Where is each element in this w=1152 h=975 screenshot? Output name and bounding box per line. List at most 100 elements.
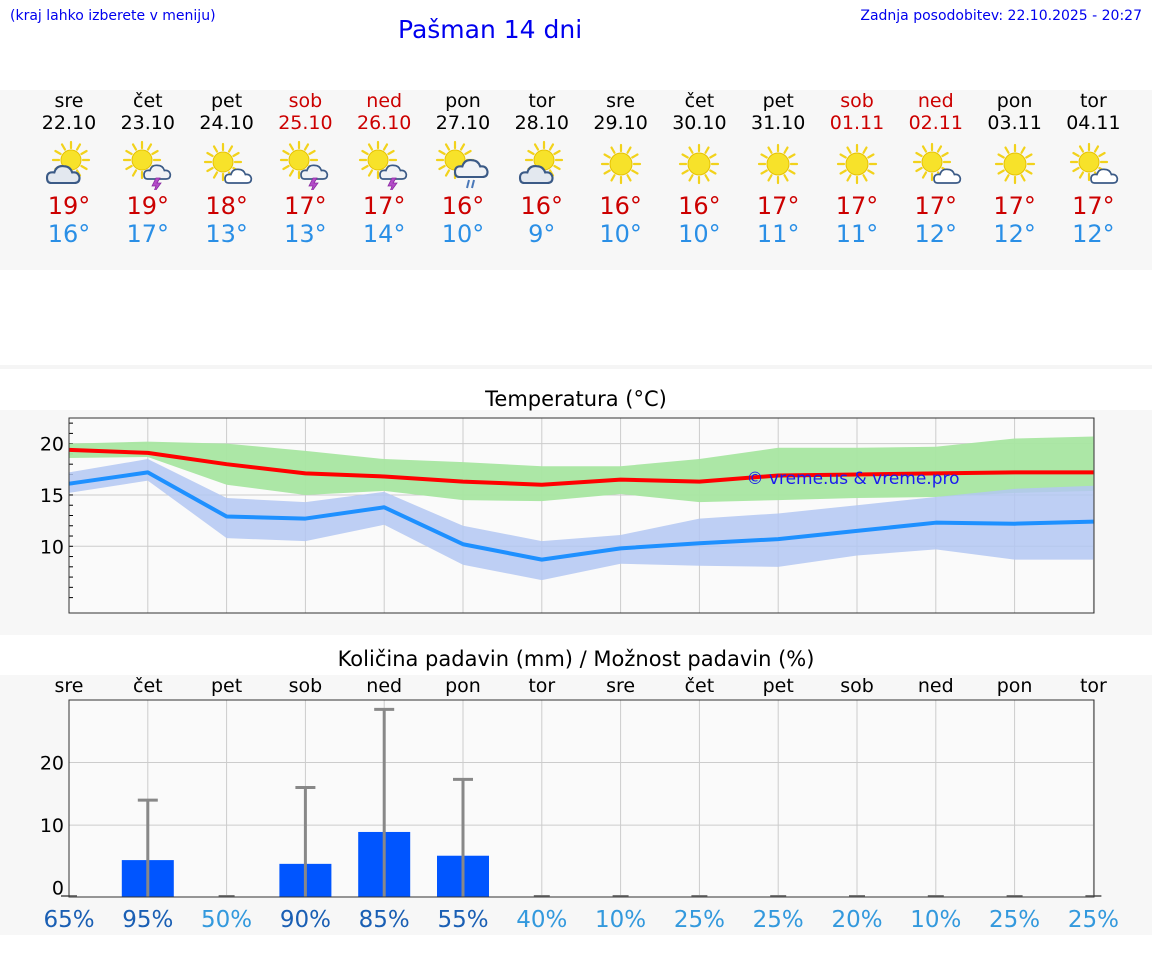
min-temperature: 14° — [362, 220, 406, 248]
sun-icon — [758, 143, 799, 185]
day-column: pet 24.10 18° 13° — [187, 90, 267, 248]
watermark: © vreme.us & vreme.pro — [746, 469, 959, 489]
day-name: sre — [54, 90, 84, 112]
x-tick-label: sob — [289, 675, 323, 697]
y-tick-label: 0 — [52, 878, 64, 900]
y-tick-label: 15 — [40, 485, 64, 507]
min-temperature: 17° — [126, 220, 170, 248]
day-name: pon — [445, 90, 481, 112]
sun-thunderstorm-icon — [122, 140, 171, 190]
temperature-chart-title: Temperatura (°C) — [485, 387, 667, 411]
x-tick-label: ned — [366, 675, 402, 697]
precipitation-chart-title: Količina padavin (mm) / Možnost padavin … — [337, 647, 815, 671]
day-column: tor 04.11 17° 12° — [1053, 90, 1133, 248]
day-column: pon 27.10 16° 10° — [423, 90, 503, 248]
x-tick-label: čet — [685, 675, 715, 697]
day-column: pet 31.10 17° 11° — [738, 90, 818, 248]
x-tick-label: sre — [55, 675, 84, 697]
day-column: sob 01.11 17° 11° — [817, 90, 897, 248]
location-hint: (kraj lahko izberete v meniju) — [10, 8, 216, 24]
precipitation-chance: 25% — [753, 907, 804, 933]
day-column: čet 30.10 16° 10° — [659, 90, 739, 248]
day-name: čet — [684, 90, 715, 112]
precipitation-chance: 65% — [43, 907, 94, 933]
max-temperature: 16° — [520, 192, 564, 220]
min-temperature: 11° — [756, 220, 800, 248]
day-date: 02.11 — [908, 112, 963, 134]
max-temperature: 16° — [678, 192, 721, 220]
precipitation-chance: 55% — [437, 907, 488, 933]
day-date: 30.10 — [672, 112, 727, 134]
day-name: čet — [133, 90, 163, 112]
day-name: ned — [366, 90, 403, 112]
sun-cloud-icon — [45, 140, 91, 185]
sun-small-cloud-icon — [1070, 142, 1119, 184]
precipitation-chance: 50% — [201, 907, 252, 933]
precipitation-chart: sre čet pet sob ned pon tor sre čet pet sob ned pon t… — [40, 675, 1119, 933]
day-name: tor — [528, 90, 556, 112]
precipitation-chance: 25% — [989, 907, 1040, 933]
max-temperature: 19° — [47, 192, 91, 220]
day-name: sob — [288, 90, 323, 112]
x-tick-label: ned — [918, 675, 954, 697]
precipitation-chance: 10% — [595, 907, 646, 933]
precipitation-chance: 10% — [910, 907, 961, 933]
day-date: 03.11 — [987, 112, 1042, 134]
day-date: 25.10 — [278, 112, 333, 134]
day-date: 23.10 — [120, 112, 175, 134]
precipitation-chance: 20% — [831, 907, 882, 933]
sun-icon — [679, 143, 720, 185]
day-name: ned — [917, 90, 954, 112]
sun-icon — [836, 143, 878, 185]
day-column: pon 03.11 17° 12° — [975, 90, 1055, 248]
min-temperature: 12° — [1072, 220, 1115, 248]
max-temperature: 17° — [284, 192, 327, 220]
last-update: Zadnja posodobitev: 22.10.2025 - 20:27 — [860, 8, 1142, 24]
x-tick-label: tor — [528, 675, 555, 697]
day-column: čet 23.10 19° 17° — [108, 90, 188, 248]
min-temperature: 11° — [835, 220, 879, 248]
separator — [0, 365, 1152, 369]
x-tick-label: pon — [445, 675, 481, 697]
precipitation-chance: 40% — [516, 907, 567, 933]
precipitation-chance: 90% — [280, 907, 331, 933]
min-temperature-range-band — [69, 459, 1094, 581]
min-temperature: 16° — [47, 220, 91, 248]
sun-small-cloud-icon — [912, 142, 961, 184]
max-temperature: 18° — [205, 192, 248, 220]
daily-forecast: sre 22.10 19° 16° čet 23.10 19° 17° pet 24.10 18° 1… — [0, 90, 1152, 270]
x-tick-label: sre — [606, 675, 635, 697]
x-tick-label: pet — [211, 675, 242, 697]
day-date: 28.10 — [514, 112, 569, 134]
min-temperature: 9° — [528, 220, 556, 248]
day-name: pet — [762, 90, 794, 112]
day-column: ned 26.10 17° 14° — [344, 90, 424, 248]
min-temperature: 12° — [914, 220, 958, 248]
day-date: 31.10 — [750, 112, 806, 134]
day-date: 24.10 — [199, 112, 254, 134]
min-temperature: 10° — [441, 220, 485, 248]
x-tick-label: čet — [133, 675, 163, 697]
precipitation-chance: 25% — [1068, 907, 1119, 933]
x-tick-label: pon — [997, 675, 1033, 697]
day-date: 04.11 — [1066, 112, 1121, 134]
page-title: Pašman 14 dni — [398, 15, 583, 44]
min-temperature-line — [68, 470, 1094, 562]
min-temperature: 10° — [678, 220, 721, 248]
day-name: pet — [210, 90, 243, 112]
min-temperature: 12° — [993, 220, 1036, 248]
day-date: 29.10 — [593, 112, 648, 134]
day-date: 01.11 — [829, 112, 885, 134]
max-temperature: 17° — [993, 192, 1036, 220]
day-name: tor — [1079, 90, 1107, 112]
precipitation-chance: 25% — [674, 907, 725, 933]
day-column: tor 28.10 16° 9° — [502, 90, 582, 248]
day-date: 26.10 — [356, 112, 412, 134]
x-tick-label: tor — [1080, 675, 1107, 697]
y-tick-label: 10 — [40, 536, 64, 558]
precipitation-chance: 85% — [359, 907, 410, 933]
day-column: sob 25.10 17° 13° — [265, 90, 345, 248]
min-temperature: 13° — [205, 220, 248, 248]
max-temperature-range-band — [69, 436, 1094, 503]
temperature-chart: 10 15 20 © vreme.us & vreme.pro — [40, 417, 1095, 614]
